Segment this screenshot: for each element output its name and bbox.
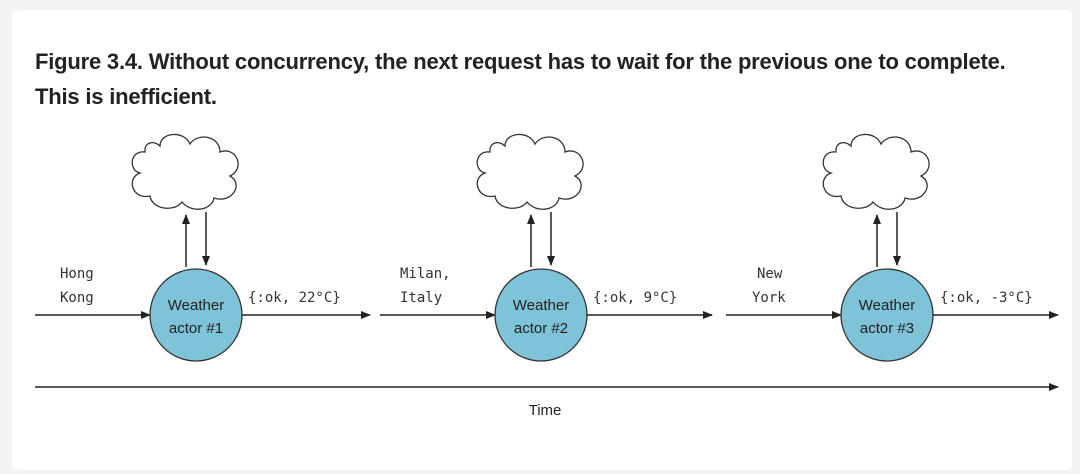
input-label-line1: Milan, [400,266,451,282]
cloud-icon [131,133,239,210]
cloud-icon [476,133,584,210]
weather-actor-circle [149,268,243,362]
request-group-2: Milan, Italy Weather actor #2 {:ok, 9°C} [380,133,713,362]
actor-label-line1: Weather [513,297,569,314]
weather-actor-circle [494,268,588,362]
figure-card [12,10,1072,470]
actor-label-line2: actor #2 [514,320,568,337]
result-label: {:ok, 22°C} [248,290,341,306]
weather-actor-circle [840,268,934,362]
actor-label-line2: actor #1 [169,320,223,337]
input-label-line1: New [757,266,783,282]
actor-label-line1: Weather [168,297,224,314]
input-label-line1: Hong [60,266,94,282]
request-group-3: New York Weather actor #3 {:ok, -3°C} [726,133,1059,362]
time-axis-label: Time [529,402,562,419]
actor-label-line2: actor #3 [860,320,914,337]
result-label: {:ok, -3°C} [940,290,1033,306]
input-label-line2: York [752,290,786,306]
figure-caption: Figure 3.4. Without concurrency, the nex… [35,49,1006,109]
input-label-line2: Italy [400,290,442,306]
cloud-icon [822,133,930,210]
input-label-line2: Kong [60,290,94,306]
actor-label-line1: Weather [859,297,915,314]
result-label: {:ok, 9°C} [593,290,677,306]
request-group-1: Hong Kong Weather actor #1 {:ok, 22°C} [35,133,371,362]
